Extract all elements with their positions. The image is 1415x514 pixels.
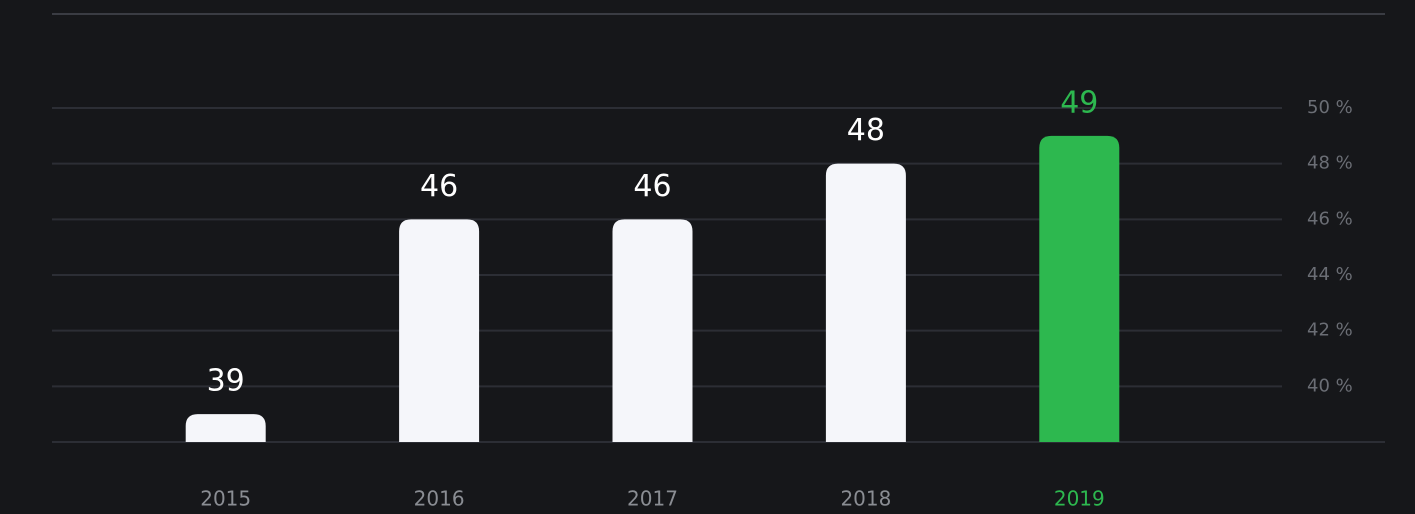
bar: [825, 163, 906, 442]
bar: [612, 219, 693, 442]
y-tick-label: 44 %: [1307, 264, 1353, 285]
bar: [399, 219, 480, 442]
x-tick-label: 2016: [414, 487, 465, 511]
y-tick-label: 50 %: [1307, 97, 1353, 118]
y-tick-label: 48 %: [1307, 153, 1353, 174]
value-label: 49: [1060, 85, 1098, 120]
bar: [185, 414, 266, 442]
y-tick-label: 40 %: [1307, 375, 1353, 396]
value-label: 46: [633, 169, 671, 204]
x-tick-label: 2018: [840, 487, 891, 511]
x-tick-label: 2017: [627, 487, 678, 511]
y-tick-label: 46 %: [1307, 208, 1353, 229]
y-tick-label: 42 %: [1307, 320, 1353, 341]
value-label: 46: [420, 169, 458, 204]
x-tick-label: 2019: [1054, 487, 1105, 511]
bar: [1039, 135, 1120, 443]
x-tick-label: 2015: [200, 487, 251, 511]
value-label: 39: [207, 364, 245, 399]
value-label: 48: [847, 113, 885, 148]
